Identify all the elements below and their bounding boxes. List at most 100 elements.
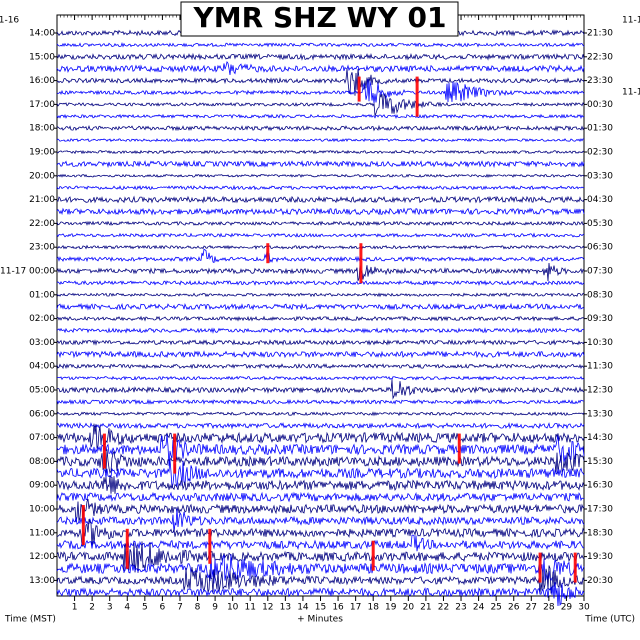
- x-tick-label: 11: [245, 603, 256, 613]
- right-row-label: 17:30: [587, 505, 613, 515]
- trace: [56, 42, 585, 48]
- left-date: 11-16: [0, 16, 19, 26]
- left-row-label: 17:00: [29, 100, 55, 110]
- x-tick-label: 3: [107, 603, 113, 613]
- x-tick-label: 16: [332, 603, 344, 613]
- left-row-label: 09:00: [29, 481, 55, 491]
- trace: [56, 220, 585, 227]
- left-row-label: 07:00: [29, 433, 55, 443]
- left-row-label: 13:00: [29, 576, 55, 586]
- trace: [56, 52, 585, 61]
- right-row-label: 14:30: [587, 433, 613, 443]
- right-row-label: 07:30: [587, 267, 613, 277]
- right-date: 11-17: [622, 88, 640, 98]
- trace: [56, 491, 585, 503]
- right-row-label: 04:30: [587, 195, 613, 205]
- trace: [56, 519, 585, 547]
- clipped-signal: [125, 528, 129, 569]
- x-tick-label: 7: [177, 603, 183, 613]
- trace: [56, 195, 585, 204]
- trace: [56, 60, 585, 75]
- clipped-signal: [357, 76, 361, 102]
- trace: [56, 279, 585, 287]
- right-row-label: 19:30: [587, 552, 613, 562]
- x-tick-label: 9: [212, 603, 218, 613]
- trace: [56, 553, 585, 584]
- clipped-signal: [266, 243, 270, 264]
- trace: [56, 582, 585, 607]
- trace: [56, 398, 584, 405]
- trace: [56, 262, 585, 282]
- x-tick-label: 26: [508, 603, 520, 613]
- clipped-signal: [81, 505, 85, 545]
- trace: [56, 302, 585, 311]
- axes: 1 2 3 4 5 6 7 8 9 10 11 12 13 14 15 16 17 18 19 20 21 22 23 24 2…: [0, 15, 613, 613]
- trace: [56, 315, 585, 322]
- x-tick-label: 10: [227, 603, 239, 613]
- left-row-label: 22:00: [29, 219, 55, 229]
- right-row-label: 03:30: [587, 171, 613, 181]
- right-row-label: 22:30: [587, 52, 613, 62]
- left-row-label: 10:00: [29, 505, 55, 515]
- right-row-label: 00:30: [587, 100, 613, 110]
- clipped-signal: [538, 552, 542, 583]
- x-tick-label: 24: [473, 603, 485, 613]
- clipped-signal: [208, 528, 212, 564]
- right-row-label: 01:30: [587, 124, 613, 134]
- title-box: [180, 1, 459, 37]
- x-tick-label: 2: [89, 603, 95, 613]
- trace: [56, 292, 585, 298]
- clipped-signal: [173, 433, 177, 474]
- left-row-label: 12:00: [29, 552, 55, 562]
- left-row-label: 03:00: [29, 338, 55, 348]
- left-row-label: 02:00: [29, 314, 55, 324]
- x-tick-label: 30: [578, 603, 590, 613]
- x-tick-label: 12: [262, 603, 273, 613]
- left-row-label: 11:00: [29, 528, 55, 538]
- trace: [56, 248, 585, 264]
- trace: [56, 565, 585, 594]
- trace: [56, 207, 585, 216]
- trace: [56, 113, 585, 119]
- left-row-label: 15:00: [29, 52, 55, 62]
- left-row-label: 19:00: [29, 148, 55, 158]
- x-tick-label: 25: [490, 603, 501, 613]
- clipped-signal: [371, 540, 375, 571]
- x-tick-label: 1: [72, 603, 78, 613]
- left-row-label: 11-17 00:00: [0, 267, 55, 277]
- trace: [56, 423, 585, 449]
- trace: [56, 459, 585, 488]
- trace: [56, 449, 585, 475]
- trace: [56, 508, 585, 533]
- x-tick-label: 21: [420, 603, 431, 613]
- x-tick-label: 8: [195, 603, 201, 613]
- right-row-label: 11:30: [587, 362, 613, 372]
- left-row-label: 05:00: [29, 386, 55, 396]
- clipped-signal: [573, 552, 577, 583]
- trace: [56, 124, 585, 132]
- x-tick-label: 14: [297, 603, 309, 613]
- right-row-label: 06:30: [587, 243, 613, 253]
- x-tick-label: 23: [455, 603, 466, 613]
- clipped-signal: [359, 243, 363, 284]
- x-axis-label: + Minutes: [297, 615, 343, 625]
- right-row-label: 05:30: [587, 219, 613, 229]
- left-axis-label: Time (MST): [4, 615, 56, 625]
- trace: [56, 92, 585, 116]
- trace: [56, 498, 585, 522]
- left-row-label: 04:00: [29, 362, 55, 372]
- right-row-label: 12:30: [587, 386, 613, 396]
- trace: [56, 475, 585, 494]
- trace: [56, 339, 585, 346]
- left-row-label: 21:00: [29, 195, 55, 205]
- right-row-label: 23:30: [587, 76, 613, 86]
- right-row-label: 08:30: [587, 290, 613, 300]
- x-tick-label: 15: [315, 603, 326, 613]
- traces: [56, 29, 585, 607]
- left-row-label: 06:00: [29, 409, 55, 419]
- trace: [56, 159, 585, 168]
- x-tick-label: 27: [526, 603, 537, 613]
- right-row-label: 13:30: [587, 409, 613, 419]
- x-tick-label: 13: [280, 603, 291, 613]
- clipped-signal: [457, 433, 461, 464]
